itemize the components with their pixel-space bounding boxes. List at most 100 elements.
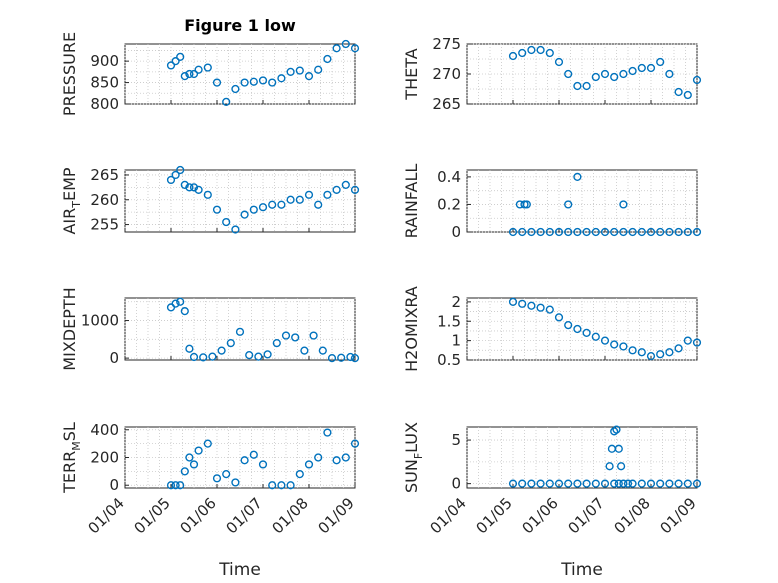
data-point — [268, 78, 277, 87]
data-point — [235, 327, 245, 336]
data-point — [180, 307, 189, 316]
data-point — [520, 200, 529, 209]
ylabel-rest: LUX — [402, 422, 421, 453]
data-point — [545, 479, 554, 488]
data-point — [554, 479, 564, 488]
data-point — [203, 439, 212, 448]
data-point — [194, 446, 203, 455]
data-point — [674, 479, 683, 488]
data-point — [564, 227, 573, 237]
data-point — [573, 324, 582, 334]
data-point — [277, 200, 286, 209]
data-point — [341, 180, 350, 189]
subplot-1: 800 850 900 PRESSURE — [60, 32, 360, 116]
ylabel-rest: SL — [60, 422, 79, 441]
ylabel-main: TERR — [60, 451, 79, 494]
data-point — [683, 90, 692, 100]
data-point — [318, 346, 327, 355]
data-point — [226, 338, 235, 348]
data-point — [249, 450, 258, 459]
y-tick-label: 260 — [90, 191, 119, 209]
y-tick-label: 0.2 — [437, 195, 461, 213]
data-point — [254, 352, 263, 361]
data-point — [281, 331, 291, 340]
data-point — [304, 460, 314, 469]
data-point — [185, 344, 194, 353]
data-point — [646, 63, 656, 73]
data-point — [545, 227, 554, 237]
data-point — [665, 348, 674, 357]
data-point — [249, 205, 258, 214]
data-point — [674, 227, 683, 237]
data-point — [166, 61, 176, 70]
data-point — [268, 481, 277, 490]
data-point — [614, 479, 623, 488]
data-point — [272, 338, 281, 348]
data-point — [332, 185, 341, 194]
data-point — [185, 453, 194, 462]
data-point — [189, 460, 199, 469]
data-point — [180, 467, 189, 476]
y-tick-label: 0 — [451, 475, 461, 493]
data-point — [518, 299, 527, 308]
data-point — [536, 227, 545, 237]
subplot-2: 265 270 275 THETA — [402, 35, 702, 113]
data-point — [619, 227, 628, 237]
data-point — [527, 301, 536, 310]
data-point — [231, 84, 240, 94]
data-point — [573, 479, 582, 488]
y-axis-label: PRESSURE — [60, 32, 79, 116]
data-point — [508, 227, 518, 237]
data-point — [591, 332, 600, 341]
y-axis-label: H2OMIXRA — [402, 286, 421, 372]
subplot-grid: 800 850 900 PRESSURE 265 270 275 THETA 255 260 265… — [60, 32, 702, 537]
y-tick-label: 265 — [90, 166, 119, 184]
data-point — [314, 200, 323, 209]
x-tick-label: 01/04 — [427, 494, 470, 537]
data-point — [300, 346, 309, 355]
y-tick-label: 800 — [90, 95, 119, 113]
data-point — [545, 305, 554, 314]
data-point — [591, 72, 600, 82]
x-tick-label: 01/07 — [223, 494, 266, 537]
data-point — [258, 203, 268, 212]
data-point — [674, 87, 683, 97]
data-point — [314, 453, 323, 462]
data-point — [610, 479, 619, 488]
x-tick-label: 01/05 — [131, 494, 174, 537]
y-axis-label: THETA — [402, 48, 421, 100]
y-tick-label: 200 — [90, 449, 119, 467]
data-point — [189, 69, 199, 79]
data-point — [341, 453, 350, 462]
data-point — [619, 342, 628, 351]
data-point — [573, 172, 582, 181]
data-point — [337, 353, 346, 362]
y-tick-label: 0 — [451, 223, 461, 241]
data-point — [610, 340, 619, 349]
data-point — [637, 479, 646, 488]
data-point — [674, 344, 683, 353]
data-point — [614, 444, 623, 453]
data-point — [619, 200, 628, 209]
data-point — [208, 352, 217, 361]
data-point — [346, 352, 355, 362]
data-point — [189, 352, 199, 362]
data-point — [217, 346, 226, 355]
data-point — [573, 227, 582, 237]
y-tick-label: 5 — [451, 431, 461, 449]
data-point — [619, 69, 628, 79]
data-point — [564, 321, 573, 330]
y-tick-label: 265 — [432, 95, 461, 113]
subplot-6: 0.51 1.52 H2OMIXRA — [402, 286, 702, 372]
subplot-8: 0 5 01/04 01/05 01/06 01/07 01/08 01/09 SUNFLUX — [402, 422, 702, 537]
data-point — [203, 190, 212, 199]
data-point — [240, 456, 249, 465]
figure-title: Figure 1 low — [184, 16, 296, 35]
data-point — [212, 205, 222, 214]
data-point — [240, 210, 249, 219]
data-point — [258, 460, 268, 469]
data-point — [171, 57, 180, 66]
data-point — [582, 227, 591, 237]
